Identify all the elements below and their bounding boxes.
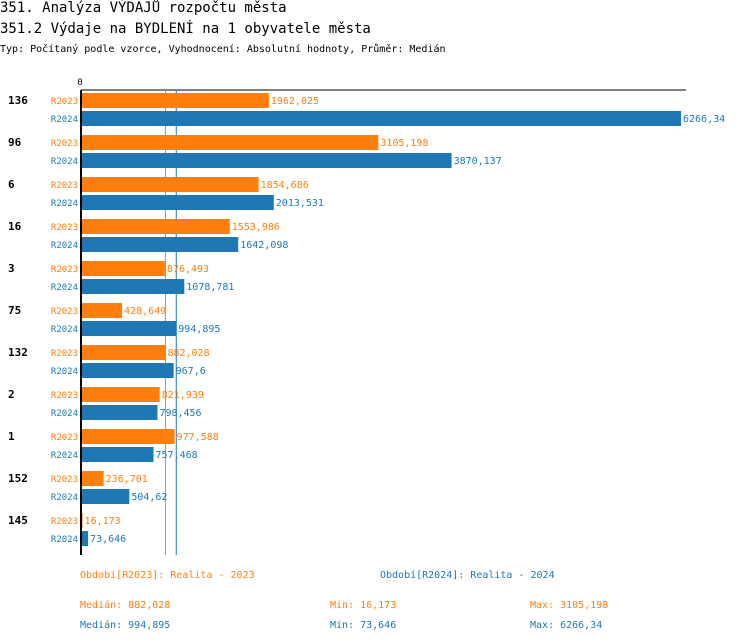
series-label: R2023 [51,139,78,149]
series-label: R2023 [51,391,78,401]
series-label: R2023 [51,433,78,443]
category-label: 145 [8,514,28,527]
bar-r2023 [81,387,160,402]
series-label: R2024 [51,283,78,293]
data-label: 16,173 [85,516,121,527]
bar-r2023 [81,177,259,192]
category-label: 136 [8,94,28,107]
category-label: 1 [8,430,15,443]
stat-r2023-median: Medián: 882,028 [80,600,171,611]
bar-r2024 [81,195,274,210]
data-label: 236,701 [106,474,148,485]
series-label: R2024 [51,199,78,209]
series-label: R2023 [51,307,78,317]
data-label: 798,456 [159,408,201,419]
data-label: 3105,198 [380,138,428,149]
data-label: 6266,34 [683,114,725,125]
stat-r2023-min: Min: 16,173 [330,600,397,611]
series-label: R2023 [51,97,78,107]
data-label: 504,62 [131,492,167,503]
series-label: R2024 [51,325,78,335]
series-label: R2024 [51,535,78,545]
category-label: 16 [8,220,22,233]
data-label: 428,649 [124,306,166,317]
series-label: R2024 [51,115,78,125]
axis-zero-label: 0 [77,78,82,88]
category-label: 96 [8,136,22,149]
series-label: R2023 [51,181,78,191]
bar-r2024 [81,489,130,504]
bar-r2023 [81,429,175,444]
series-label: R2023 [51,265,78,275]
bar-r2024 [81,279,185,294]
bar-r2024 [81,237,239,252]
bar-r2024 [81,111,681,126]
category-label: 152 [8,472,28,485]
legend-r2024: Období[R2024]: Realita - 2024 [380,570,555,581]
category-label: 132 [8,346,28,359]
bar-r2023 [81,261,165,276]
bar-r2024 [81,153,452,168]
series-label: R2024 [51,157,78,167]
bar-r2024 [81,405,158,420]
category-label: 6 [8,178,15,191]
bar-r2024 [81,321,177,336]
data-label: 1553,986 [232,222,280,233]
bar-r2024 [81,531,89,546]
page-title: 351. Analýza VÝDAJŮ rozpočtu města [0,0,287,16]
series-label: R2024 [51,367,78,377]
series-label: R2024 [51,409,78,419]
chart-subtitle: 351.2 Výdaje na BYDLENÍ na 1 obyvatele m… [0,21,371,37]
data-label: 1078,781 [186,282,234,293]
series-label: R2024 [51,241,78,251]
bar-r2023 [81,219,230,234]
data-label: 73,646 [90,534,126,545]
stat-r2024-min: Min: 73,646 [330,620,397,631]
series-label: R2023 [51,517,78,527]
data-label: 967,6 [176,366,206,377]
bar-r2023 [81,345,166,360]
chart-meta: Typ: Počítaný podle vzorce, Vyhodnocení:… [0,44,446,55]
data-label: 876,493 [167,264,209,275]
data-label: 1642,098 [240,240,288,251]
category-label: 2 [8,388,15,401]
data-label: 3870,137 [454,156,502,167]
data-label: 1854,686 [261,180,309,191]
data-label: 1962,025 [271,96,319,107]
series-label: R2024 [51,451,78,461]
bar-r2023 [81,471,104,486]
data-label: 977,588 [177,432,219,443]
series-label: R2024 [51,493,78,503]
bar-r2024 [81,447,154,462]
legend-r2023: Období[R2023]: Realita - 2023 [80,570,255,581]
data-label: 882,028 [167,348,209,359]
category-label: 3 [8,262,15,275]
stat-r2024-max: Max: 6266,34 [530,620,603,631]
bar-r2023 [81,135,379,150]
data-label: 994,895 [178,324,220,335]
series-label: R2023 [51,223,78,233]
data-label: 821,939 [162,390,204,401]
bar-r2023 [81,303,123,318]
series-label: R2023 [51,475,78,485]
bar-r2023 [81,93,269,108]
series-label: R2023 [51,349,78,359]
stat-r2024-median: Medián: 994,895 [80,620,171,631]
category-label: 75 [8,304,21,317]
bar-r2024 [81,363,174,378]
data-label: 2013,531 [276,198,324,209]
data-label: 757,468 [156,450,198,461]
stat-r2023-max: Max: 3105,198 [530,600,609,611]
